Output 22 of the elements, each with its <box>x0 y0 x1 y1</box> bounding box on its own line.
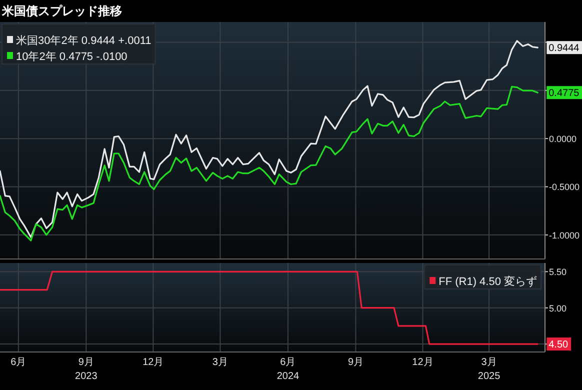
legend-label: 米国30年2年 0.9444 +.0011 <box>16 34 152 47</box>
line-series <box>0 270 538 345</box>
y-tick-label: 0.0000 <box>549 134 577 144</box>
line-series <box>0 86 538 242</box>
x-tick-label: 12月 <box>142 357 164 368</box>
y-tick-label: 5.50 <box>549 267 567 278</box>
x-tick-label: 3月 2025 <box>478 357 501 382</box>
x-tick-label: 9月 <box>348 357 364 368</box>
annotation: 0.9444 <box>548 43 580 54</box>
x-tick-label: 9月 2023 <box>75 357 98 382</box>
legend-label: 10年2年 0.4775 -.0100 <box>16 51 128 63</box>
y-tick-label: -0.5000 <box>549 182 580 192</box>
legend-label: FF (R1) 4.50 変らず <box>438 275 537 288</box>
annotation: 4.50 <box>548 340 569 351</box>
x-tick-label: 12月 <box>412 357 434 368</box>
y-tick-label: -1.0000 <box>549 230 580 240</box>
y-tick-label: 5.00 <box>549 303 567 314</box>
annotation: 0.4775 <box>548 88 580 100</box>
x-tick-label: 6月 2024 <box>276 357 300 382</box>
chart-title: 米国債スプレッド推移 <box>1 4 122 18</box>
x-tick-label: 6月 <box>10 357 26 368</box>
x-tick-label: 3月 <box>212 357 228 368</box>
